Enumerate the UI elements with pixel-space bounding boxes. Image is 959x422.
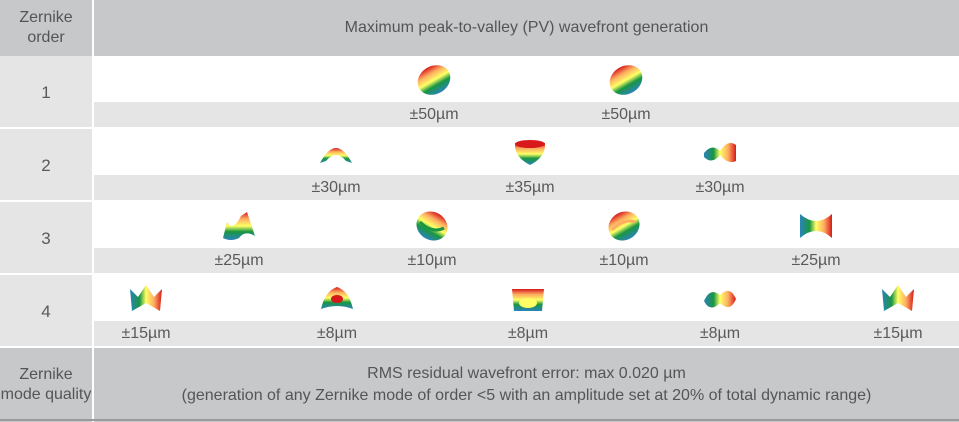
row-separator: [0, 127, 959, 129]
zernike-mode-cell: ±25µm: [179, 208, 299, 271]
amplitude-label: ±25µm: [791, 252, 841, 269]
zernike-mode-cell: ±30µm: [660, 135, 780, 198]
header-order-label: Zernike order: [19, 9, 73, 46]
amplitude-label: ±50µm: [409, 106, 459, 123]
row-separator: [0, 346, 959, 348]
trefoil-wavefront-icon: [223, 212, 255, 240]
amplitude-label: ±50µm: [601, 106, 651, 123]
row-2-grey: [94, 175, 959, 202]
amplitude-label: ±15µm: [121, 325, 171, 342]
astigmatism-wavefront-icon: [320, 148, 352, 163]
quality-description-cell: RMS residual wavefront error: max 0.020 …: [94, 348, 959, 422]
zernike-mode-cell: ±10µm: [564, 208, 684, 271]
row-1-white: [94, 56, 959, 102]
tetrafoil-wavefront-icon: [130, 285, 162, 311]
order-number: 4: [41, 301, 51, 321]
header-zernike-order: Zernike order: [0, 0, 92, 56]
zernike-mode-cell: ±50µm: [566, 62, 686, 125]
order-label-2: 2: [0, 129, 92, 202]
order-number: 1: [41, 82, 51, 102]
order-label-1: 1: [0, 56, 92, 129]
zernike-mode-cell: ±35µm: [470, 135, 590, 198]
order-label-4: 4: [0, 275, 92, 348]
oblique-astigmatism-wavefront-icon: [704, 143, 736, 163]
secondary-astigmatism-wavefront-icon: [321, 287, 353, 309]
defocus-wavefront-icon: [514, 140, 546, 165]
amplitude-label: ±10µm: [407, 252, 457, 269]
row-3-grey: [94, 248, 959, 275]
secondary-astigmatism-wavefront-icon: [704, 290, 736, 308]
tetrafoil-wavefront-icon: [882, 285, 914, 311]
amplitude-label: ±30µm: [311, 179, 361, 196]
order-label-3: 3: [0, 202, 92, 275]
row-separator: [0, 200, 959, 202]
amplitude-label: ±15µm: [873, 325, 923, 342]
zernike-mode-cell: ±8µm: [277, 281, 397, 344]
zernike-mode-cell: ±25µm: [756, 208, 876, 271]
row-1-grey: [94, 102, 959, 129]
amplitude-label: ±25µm: [214, 252, 264, 269]
row-4-grey: [94, 321, 959, 348]
amplitude-label: ±35µm: [505, 179, 555, 196]
amplitude-label: ±30µm: [695, 179, 745, 196]
amplitude-label: ±10µm: [599, 252, 649, 269]
zernike-mode-cell: ±8µm: [660, 281, 780, 344]
zernike-mode-cell: ±15µm: [838, 281, 958, 344]
zernike-mode-cell: ±15µm: [86, 281, 206, 344]
coma-wavefront-icon: [608, 211, 640, 241]
zernike-mode-cell: ±50µm: [374, 62, 494, 125]
zernike-mode-cell: ±8µm: [468, 281, 588, 344]
amplitude-label: ±8µm: [507, 325, 549, 342]
header-title-cell: Maximum peak-to-valley (PV) wavefront ge…: [94, 0, 959, 56]
amplitude-label: ±8µm: [699, 325, 741, 342]
order-number: 3: [41, 228, 51, 248]
tip-wavefront-icon: [609, 65, 643, 95]
zernike-mode-cell: ±30µm: [276, 135, 396, 198]
order-number: 2: [41, 155, 51, 175]
quality-label-cell: Zernike mode quality: [0, 348, 92, 422]
quality-label: Zernike mode quality: [0, 366, 92, 403]
rms-error-line: RMS residual wavefront error: max 0.020 …: [367, 365, 686, 382]
coma-wavefront-icon: [416, 211, 448, 241]
amplitude-label: ±8µm: [316, 325, 358, 342]
row-separator: [0, 273, 959, 275]
trefoil-wavefront-icon: [800, 214, 832, 238]
spherical-aberration-wavefront-icon: [512, 289, 544, 311]
generation-note-line: (generation of any Zernike mode of order…: [181, 387, 872, 404]
tilt-wavefront-icon: [417, 65, 451, 95]
table-bottom-border: [0, 419, 959, 421]
zernike-mode-cell: ±10µm: [372, 208, 492, 271]
header-title: Maximum peak-to-valley (PV) wavefront ge…: [344, 19, 709, 36]
